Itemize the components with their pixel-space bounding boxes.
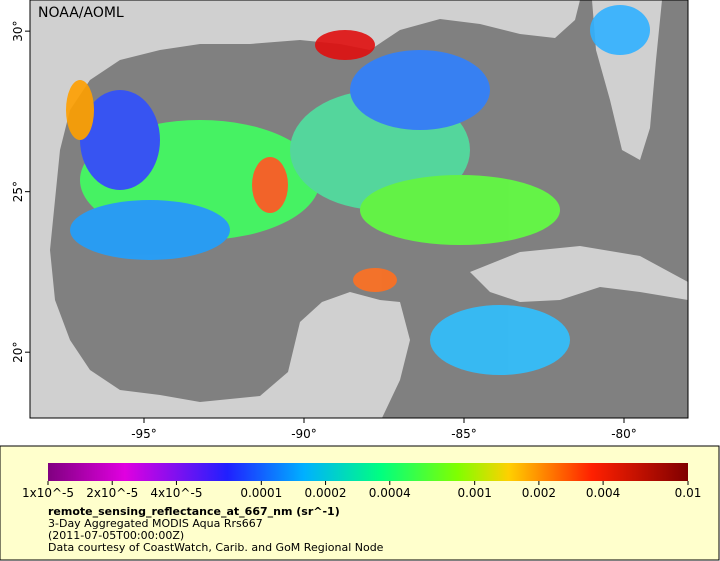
colorbar-tick-label: 0.004 bbox=[586, 486, 620, 500]
product-name: 3-Day Aggregated MODIS Aqua Rrs667 bbox=[48, 517, 263, 530]
reflectance-data bbox=[66, 5, 650, 375]
x-tick-label: -85° bbox=[451, 427, 477, 441]
colorbar bbox=[48, 463, 688, 481]
colorbar-tick-label: 0.0004 bbox=[369, 486, 411, 500]
x-tick-label: -95° bbox=[131, 427, 157, 441]
data-courtesy: Data courtesy of CoastWatch, Carib. and … bbox=[48, 541, 384, 554]
colorbar-tick-label: 0.0002 bbox=[305, 486, 347, 500]
x-tick-label: -90° bbox=[291, 427, 317, 441]
x-tick-label: -80° bbox=[611, 427, 637, 441]
map-frame bbox=[29, 0, 689, 419]
colorbar-tick-label: 0.001 bbox=[457, 486, 491, 500]
colorbar-tick-label: 0.01 bbox=[675, 486, 702, 500]
colorbar-tick-label: 2x10^-5 bbox=[86, 486, 138, 500]
colorbar-tick-label: 4x10^-5 bbox=[150, 486, 202, 500]
colorbar-tick-label: 1x10^-5 bbox=[22, 486, 74, 500]
time-stamp: (2011-07-05T00:00:00Z) bbox=[48, 529, 184, 542]
map-credit: NOAA/AOML bbox=[38, 5, 124, 21]
variable-name: remote_sensing_reflectance_at_667_nm (sr… bbox=[48, 505, 340, 518]
y-tick-label: 20° bbox=[11, 342, 25, 363]
colorbar-tick-label: 0.002 bbox=[522, 486, 556, 500]
y-tick-label: 30° bbox=[11, 21, 25, 42]
y-tick-label: 25° bbox=[11, 181, 25, 202]
colorbar-tick-label: 0.0001 bbox=[240, 486, 282, 500]
